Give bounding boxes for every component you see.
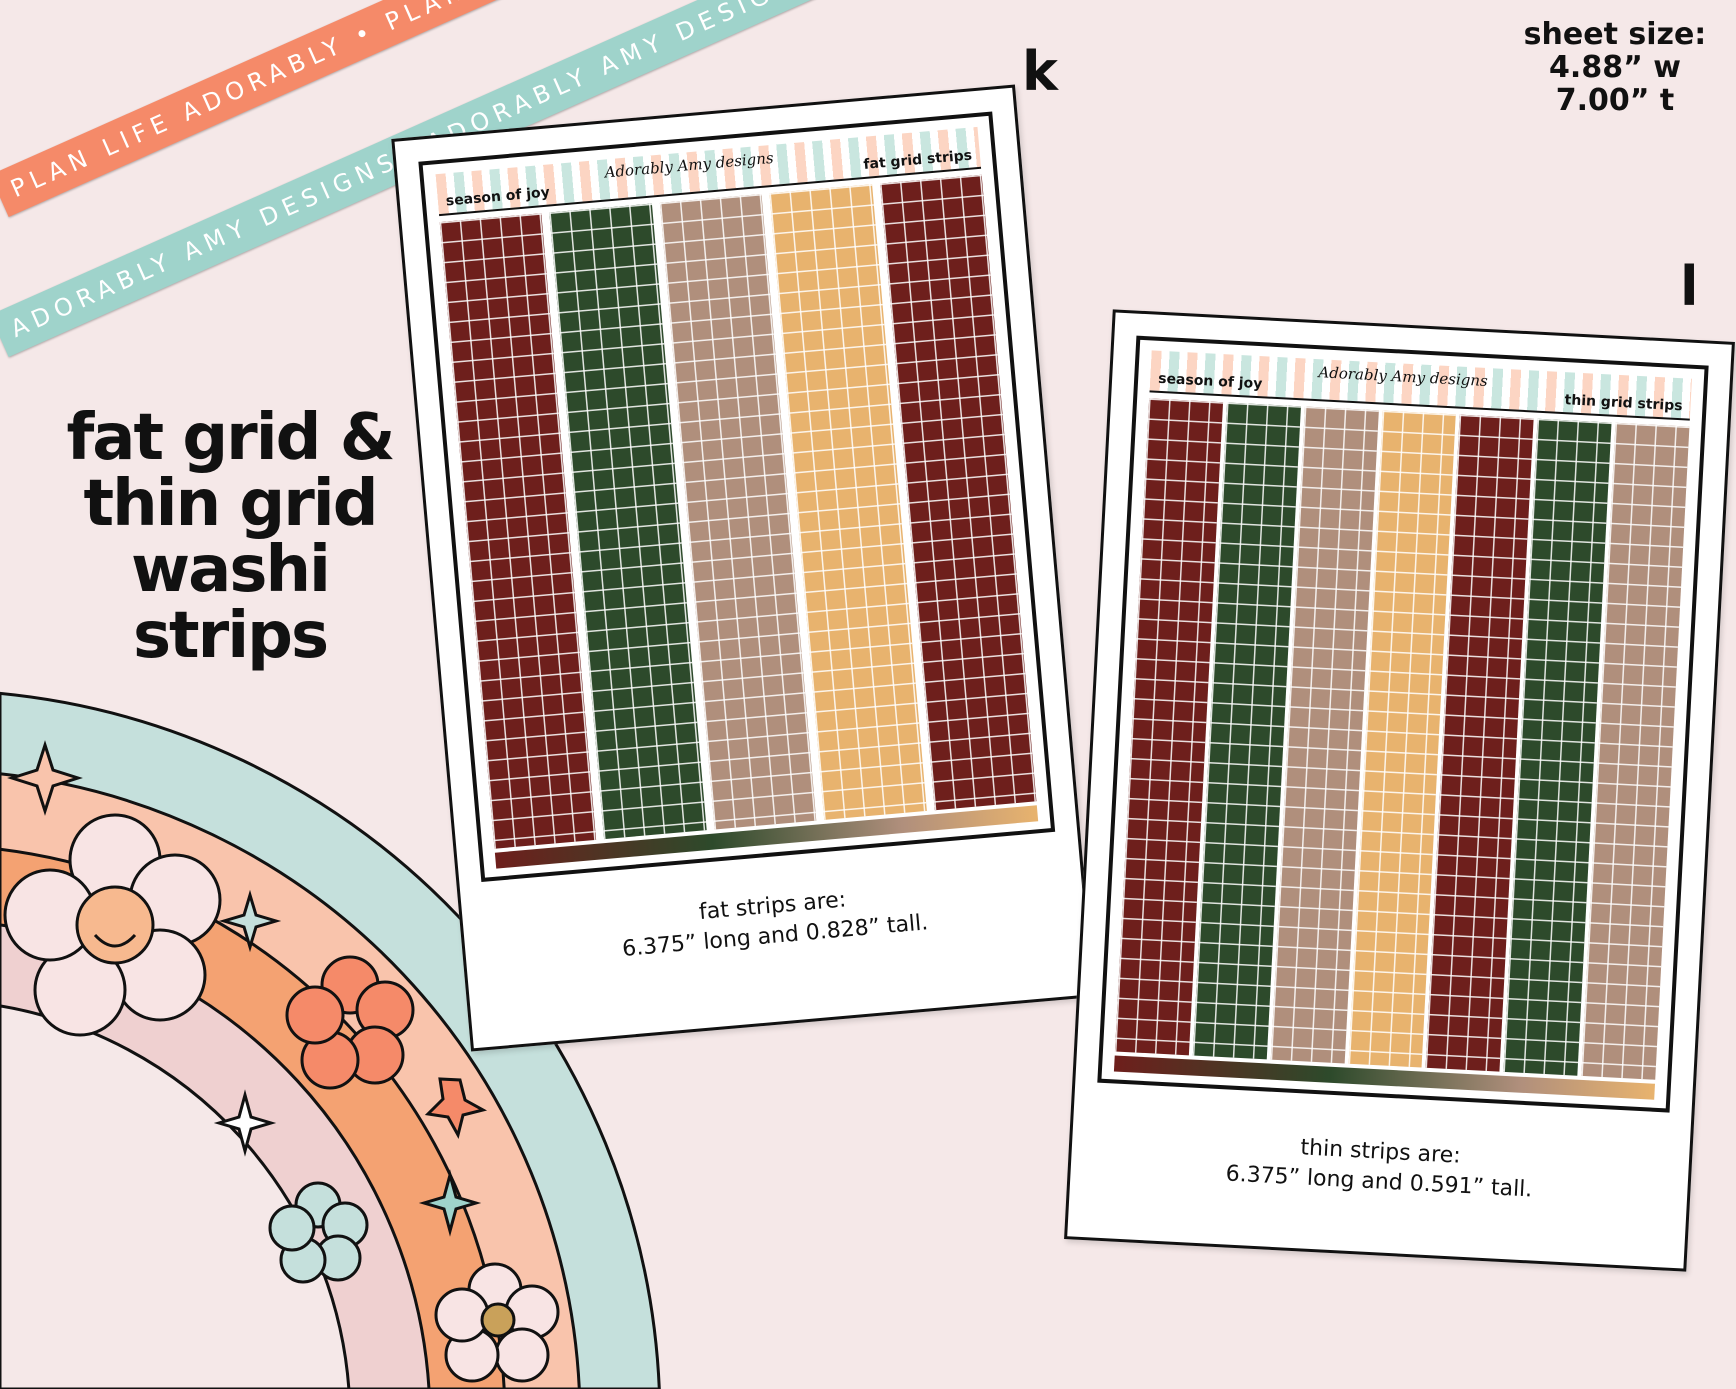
flower-icon [268, 1181, 369, 1284]
headline: fat grid & thin grid washi strips [30, 405, 430, 669]
strips-area [1114, 398, 1690, 1080]
brand-logo: Adorably Amy designs [1318, 363, 1489, 391]
sheet-type: fat grid strips [862, 147, 973, 173]
sticker-sheet: season of joy Adorably Amy designs fat g… [418, 111, 1056, 882]
sparkle-icon [7, 740, 83, 816]
sheet-title: season of joy [445, 184, 551, 210]
caption: fat strips are: 6.375” long and 0.828” t… [463, 865, 1086, 979]
sparkle-icon [218, 889, 282, 953]
sheet-title: season of joy [1157, 370, 1263, 393]
sheet-width: 4.88” w [1549, 50, 1681, 85]
headline-line: thin grid [83, 467, 378, 541]
sheet-height: 7.00” t [1555, 83, 1675, 118]
sheet-size-info: sheet size: 4.88” w 7.00” t [1515, 18, 1715, 117]
flower-icon [285, 955, 415, 1090]
headline-line: fat grid & [66, 401, 395, 475]
sheet-type: thin grid strips [1564, 392, 1683, 415]
headline-line: washi strips [131, 533, 331, 673]
sparkle-icon [418, 1169, 482, 1237]
fat-grid-sheet-card: season of joy Adorably Amy designs fat g… [391, 84, 1095, 1052]
variant-letter-k: k [1022, 40, 1058, 103]
caption: thin strips are: 6.375” long and 0.591” … [1070, 1121, 1689, 1213]
sparkle-icon [213, 1089, 277, 1157]
smiley-flower-icon [3, 813, 222, 1037]
thin-grid-sheet-card: season of joy Adorably Amy designs thin … [1064, 309, 1735, 1272]
sticker-sheet: season of joy Adorably Amy designs thin … [1097, 335, 1709, 1113]
variant-letter-l: l [1680, 255, 1699, 318]
brand-logo: Adorably Amy designs [603, 148, 775, 182]
flower-icon [434, 1262, 560, 1383]
strips-area [439, 174, 1037, 849]
star-icon [424, 1077, 488, 1140]
sheet-size-label: sheet size: [1523, 17, 1707, 52]
